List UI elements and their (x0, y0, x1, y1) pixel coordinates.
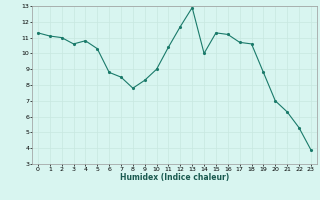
X-axis label: Humidex (Indice chaleur): Humidex (Indice chaleur) (120, 173, 229, 182)
